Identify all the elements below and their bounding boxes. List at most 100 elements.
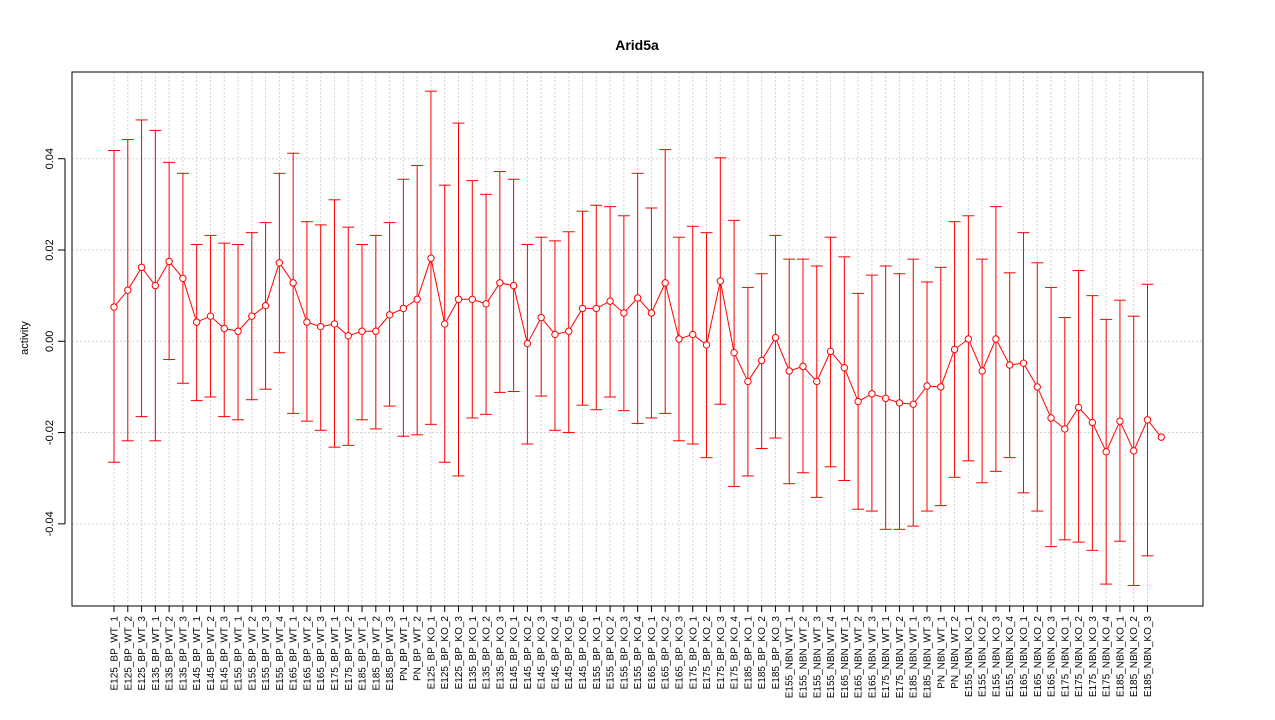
data-point xyxy=(565,327,573,335)
data-point xyxy=(1088,418,1097,427)
x-tick-label: PN_NBN_WT_1 xyxy=(936,616,947,689)
data-point xyxy=(192,318,201,326)
data-point xyxy=(578,304,587,313)
x-tick-label: E175_BP_KO_1 xyxy=(688,616,699,690)
y-tick-label: -0.04 xyxy=(44,511,56,536)
x-tick-label: E155_NBN_WT_4 xyxy=(826,616,837,699)
data-point xyxy=(537,313,545,322)
chart-title: Arid5a xyxy=(615,37,659,53)
data-point xyxy=(881,394,890,403)
data-point xyxy=(289,279,297,287)
x-tick-label: E165_NBN_KO_1 xyxy=(1019,616,1030,698)
data-point xyxy=(689,330,697,339)
data-point xyxy=(620,309,628,317)
y-tick-label: 0.02 xyxy=(44,239,56,260)
data-point xyxy=(909,400,917,408)
data-point xyxy=(964,335,973,343)
x-tick-label: E125_BP_WT_3 xyxy=(137,616,148,691)
data-point xyxy=(978,367,986,375)
x-tick-label: E135_BP_WT_1 xyxy=(151,616,162,691)
data-point xyxy=(854,397,862,406)
data-point xyxy=(730,348,738,357)
data-point xyxy=(1047,414,1055,422)
y-tick-label: -0.02 xyxy=(44,420,56,445)
x-tick-label: E155_NBN_WT_1 xyxy=(785,616,796,699)
data-point xyxy=(992,335,1000,343)
data-point xyxy=(1061,425,1069,433)
x-tick-label: E165_BP_WT_3 xyxy=(316,616,327,691)
x-tick-label: E145_BP_WT_1 xyxy=(192,616,203,691)
x-tick-label: E155_BP_KO_4 xyxy=(633,616,644,690)
x-tick-label: E125_BP_WT_2 xyxy=(123,616,134,691)
x-tick-label: E185_BP_WT_2 xyxy=(371,616,382,691)
data-point xyxy=(1157,433,1165,441)
data-point xyxy=(744,377,752,386)
data-point xyxy=(592,304,600,313)
data-point xyxy=(716,277,725,285)
data-point xyxy=(1116,417,1124,425)
data-point xyxy=(1019,359,1028,367)
x-tick-label: E135_BP_KO_1 xyxy=(468,616,479,690)
x-tick-label: E185_BP_KO_3 xyxy=(771,616,782,690)
series xyxy=(110,254,1165,456)
data-point xyxy=(1143,416,1152,424)
x-tick-label: E185_BP_KO_1 xyxy=(743,616,754,690)
data-point xyxy=(923,382,931,390)
data-point xyxy=(413,295,421,303)
x-tick-label: E175_BP_KO_2 xyxy=(702,616,713,690)
x-tick-label: E165_BP_KO_2 xyxy=(661,616,672,690)
x-tick-label: PN_BP_WT_1 xyxy=(399,616,410,681)
data-point xyxy=(151,281,160,290)
x-tick-label: E135_BP_WT_2 xyxy=(165,616,176,691)
data-point xyxy=(523,339,532,348)
data-point xyxy=(826,347,835,356)
x-axis-labels: E125_BP_WT_1 E125_BP_WT_2 E125_BP_WT_3 E135… xyxy=(110,606,1154,699)
x-tick-label: E145_BP_KO_1 xyxy=(509,616,520,690)
x-tick-label: E175_NBN_KO_1 xyxy=(1060,616,1071,698)
x-tick-label: E145_BP_KO_6 xyxy=(578,616,589,690)
data-point xyxy=(785,367,793,375)
data-point xyxy=(799,362,807,371)
x-tick-label: E125_BP_KO_3 xyxy=(454,616,465,690)
x-tick-label: E175_NBN_KO_3 xyxy=(1088,616,1099,698)
x-tick-label: E165_BP_KO_3 xyxy=(674,616,685,690)
x-tick-label: E165_NBN_KO_3 xyxy=(1047,616,1058,698)
x-tick-label: E155_NBN_WT_2 xyxy=(799,616,810,699)
x-tick-label: E175_NBN_WT_1 xyxy=(881,616,892,699)
data-point xyxy=(317,322,325,331)
x-tick-label: E135_BP_KO_2 xyxy=(482,616,493,690)
data-point xyxy=(551,330,559,339)
data-point xyxy=(633,294,642,302)
x-tick-label: E145_BP_WT_2 xyxy=(206,616,217,691)
data-point xyxy=(757,356,766,365)
error-bar xyxy=(907,258,920,527)
data-point xyxy=(1033,383,1041,391)
data-point xyxy=(868,390,876,398)
x-tick-label: E135_BP_KO_3 xyxy=(495,616,506,690)
x-tick-label: E185_NBN_KO_3 xyxy=(1143,616,1154,698)
x-tick-label: E155_NBN_KO_1 xyxy=(964,616,975,698)
x-tick-label: E165_NBN_KO_2 xyxy=(1033,616,1044,698)
x-tick-label: E185_BP_WT_3 xyxy=(385,616,396,691)
x-tick-label: E185_NBN_KO_1 xyxy=(1115,616,1126,698)
data-point xyxy=(1102,448,1110,456)
y-tick-label: 0.04 xyxy=(44,148,56,169)
x-tick-label: E175_BP_KO_3 xyxy=(716,616,727,690)
data-point xyxy=(661,279,669,287)
data-point xyxy=(1006,361,1014,369)
data-point xyxy=(165,257,173,266)
data-point xyxy=(606,297,614,305)
data-point xyxy=(1074,403,1083,412)
x-tick-label: E175_BP_WT_2 xyxy=(344,616,355,691)
y-tick-label: 0.00 xyxy=(44,331,56,352)
data-point xyxy=(330,320,339,328)
x-tick-label: E125_BP_WT_1 xyxy=(110,616,121,691)
data-point xyxy=(950,345,959,354)
x-tick-label: PN_BP_WT_2 xyxy=(413,616,424,681)
x-tick-label: E185_BP_WT_1 xyxy=(358,616,369,691)
data-point xyxy=(468,295,476,303)
data-point xyxy=(399,304,408,313)
x-tick-label: E125_BP_KO_2 xyxy=(440,616,451,690)
x-tick-label: E175_NBN_KO_4 xyxy=(1102,616,1113,698)
x-tick-label: E175_BP_KO_4 xyxy=(730,616,741,690)
